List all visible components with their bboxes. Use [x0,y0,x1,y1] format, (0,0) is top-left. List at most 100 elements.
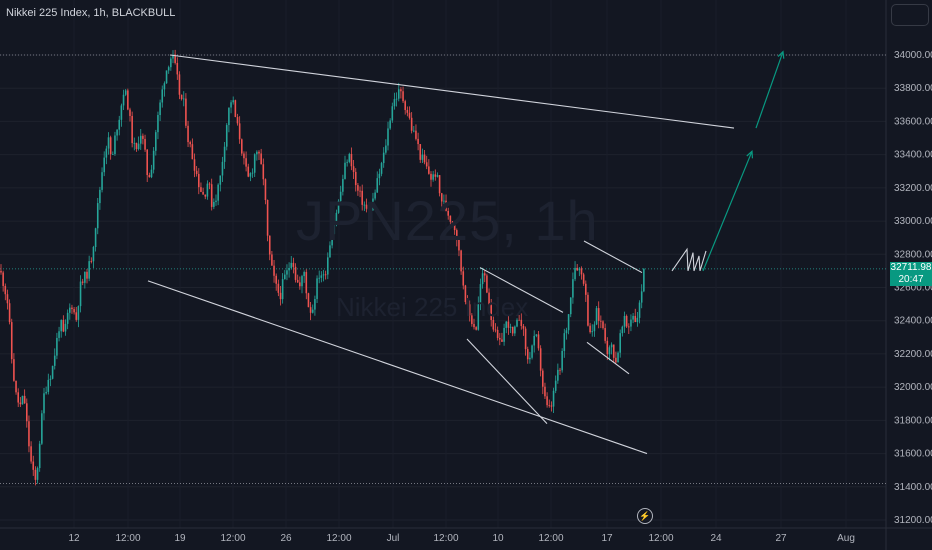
y-tick-label: 32600.00 [894,283,932,294]
candle-body [516,319,518,327]
y-tick-label: 32000.00 [894,382,932,393]
candle-body [634,315,637,323]
candle-body [395,98,398,100]
candle-body [210,184,213,207]
candle-body [443,200,445,202]
candle-body [116,129,118,136]
candle-body [483,273,486,276]
candle-body [350,153,353,167]
candle-body [0,270,2,273]
candle-body [602,321,604,329]
candle-body [172,54,174,59]
candle-body [129,109,131,116]
menu-icon[interactable] [891,4,929,26]
candle-body [60,319,62,332]
candle-body [47,379,50,392]
candle-body [623,315,626,327]
candle-body [477,303,480,330]
candle-body [492,319,495,330]
candle-body [389,120,391,129]
x-tick-label: Aug [837,533,855,544]
candle-body [107,137,110,149]
candle-body [301,276,303,287]
candle-body [62,319,65,332]
trend-line [169,54,735,129]
candle-body [529,357,531,360]
candle-body [460,250,462,272]
candle-body [499,337,501,340]
candle-body [593,324,596,332]
candle-body [245,158,247,167]
candle-body [413,130,415,132]
candle-body [150,169,153,178]
candle-body [643,268,645,292]
candle-body [77,306,80,320]
candle-body [503,327,505,342]
projection-arrowhead [746,150,754,159]
candle-body [335,212,338,223]
candle-body [152,150,155,170]
candle-body [75,312,78,320]
flash-icon[interactable]: ⚡ [637,508,653,524]
candle-body [2,272,4,286]
candle-body [342,178,344,192]
candle-body [122,94,125,106]
candle-body [286,270,288,275]
candle-body [352,166,355,172]
candle-body [445,200,447,211]
candle-body [41,413,43,444]
x-tick-label: 17 [601,533,613,544]
trend-line [466,338,548,425]
candle-body [142,135,144,139]
last-price-value: 32711.98 [890,262,932,273]
candle-body [621,326,624,334]
candle-body [473,323,475,328]
candle-body [486,275,488,293]
candle-body [182,98,185,100]
candle-body [572,279,574,298]
candle-body [535,334,538,336]
candle-body [501,339,503,342]
candle-body [112,154,114,155]
y-tick-label: 31200.00 [894,515,932,526]
candle-body [464,285,467,303]
candle-body [625,315,628,327]
candle-body [198,173,200,188]
candle-body [397,89,400,99]
candle-body [376,178,379,193]
candle-body [595,308,598,325]
candle-body [191,144,194,160]
candle-body [550,405,553,407]
candle-body [32,461,35,470]
candle-body [432,174,434,180]
x-tick-label: 24 [710,533,722,544]
candle-body [94,228,97,248]
candle-body [155,132,157,151]
watermark-symbol: JPN225, 1h [296,189,599,252]
candle-body [436,175,439,177]
candle-body [208,183,211,185]
candle-body [253,154,256,173]
candle-body [410,117,413,131]
candle-body [275,275,277,284]
candle-body [417,138,419,145]
candle-body [28,421,30,447]
candle-body [21,395,24,405]
candle-body [271,254,273,266]
candle-body [419,144,422,160]
candle-body [404,101,406,111]
candle-body [294,266,297,280]
candle-body [157,115,159,133]
candle-body [393,99,396,107]
candle-body [638,302,641,318]
candle-body [215,200,217,202]
candle-body [213,201,215,207]
candle-body [520,319,523,326]
candle-body [299,282,301,287]
candle-body [494,329,497,331]
candle-body [546,396,548,406]
candle-body [163,83,166,90]
candle-body [139,135,142,144]
